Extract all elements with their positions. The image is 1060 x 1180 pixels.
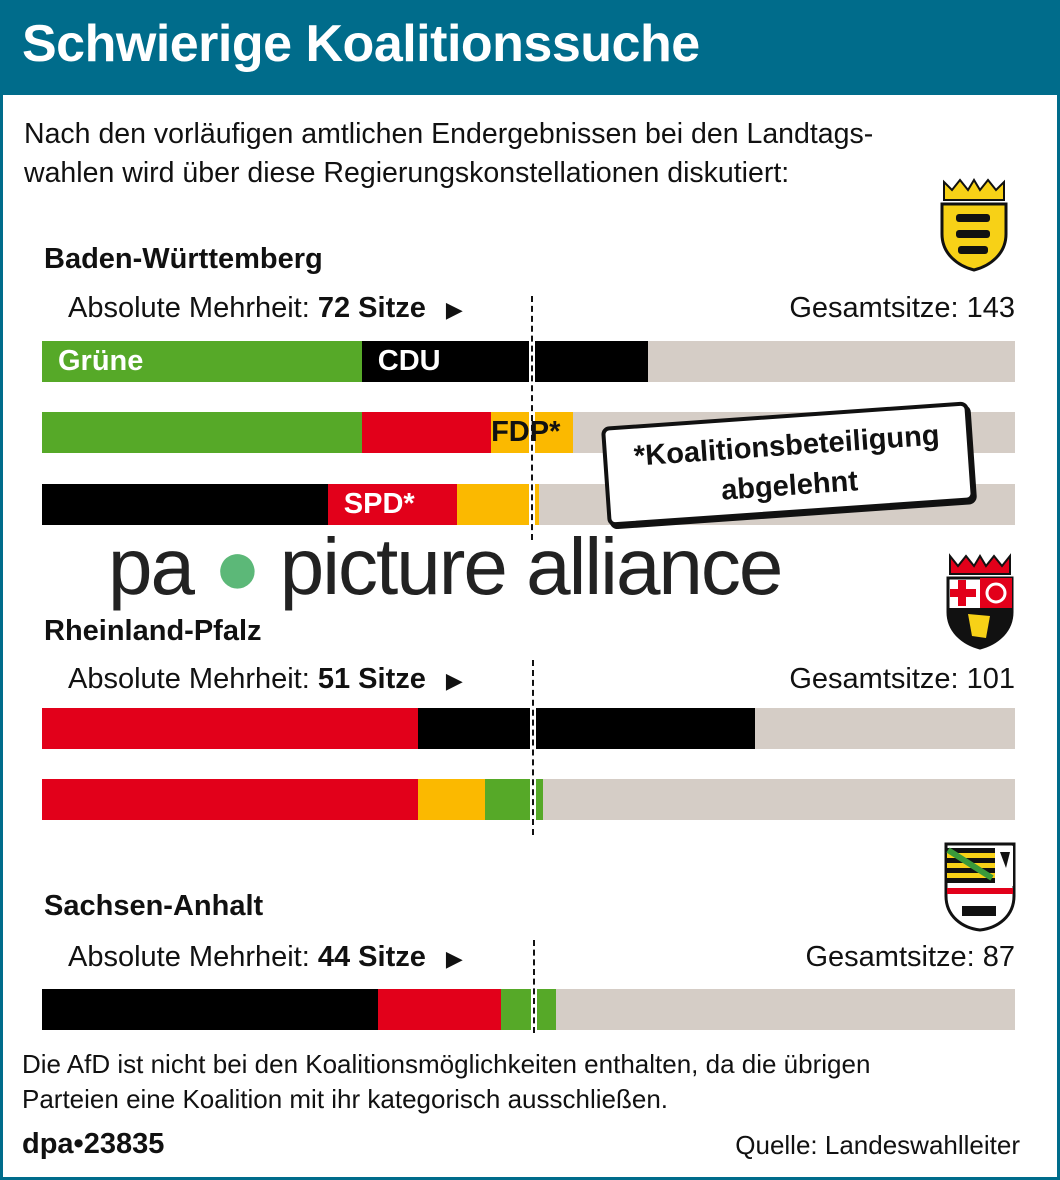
- segment-gruene: [42, 412, 362, 453]
- chart-title: Schwierige Koalitionssuche: [22, 15, 700, 73]
- segment-label-fdp: FDP*: [491, 416, 561, 448]
- segment-label-gruene: Grüne: [58, 345, 144, 377]
- majority-seats: 51 Sitze: [309, 663, 426, 695]
- source: Quelle: Landeswahlleiter: [735, 1130, 1020, 1160]
- picture-alliance-watermark: pa ● picture alliance: [108, 527, 783, 607]
- state-heading: Sachsen-Anhalt: [44, 890, 264, 922]
- segment-gruene: [500, 989, 557, 1030]
- state-heading: Rheinland-Pfalz: [44, 615, 262, 647]
- segment-cdu: [417, 708, 755, 749]
- segment-label-spd: SPD*: [343, 488, 415, 520]
- segment-fdp: [457, 484, 539, 525]
- coalition-bar: [42, 708, 1015, 749]
- coalition-bar: Grüne CDU: [42, 341, 1015, 382]
- majority-line: [533, 940, 536, 1033]
- total-seats-label: Gesamtsitze: 87: [805, 941, 1015, 973]
- rheinland-pfalz-crest-icon: [946, 553, 1014, 650]
- majority-line: [530, 296, 533, 540]
- segment-gruene: [42, 341, 362, 382]
- header-band: Schwierige Koalitionssuche: [0, 0, 1060, 95]
- majority-label: Absolute Mehrheit: 51 Sitze ▶: [68, 663, 463, 696]
- arrow-right-icon: ▶: [445, 668, 463, 693]
- sachsen-anhalt-crest-icon: [944, 842, 1016, 932]
- majority-label: Absolute Mehrheit: 44 Sitze ▶: [68, 941, 463, 974]
- segment-cdu: [361, 341, 648, 382]
- watermark-left: pa: [108, 522, 195, 611]
- majority-line: [532, 660, 535, 835]
- total-seats-label: Gesamtsitze: 143: [789, 292, 1015, 324]
- watermark-dot-icon: ●: [213, 522, 261, 611]
- majority-label-text: Absolute Mehrheit:: [68, 292, 310, 324]
- majority-label: Absolute Mehrheit: 72 Sitze ▶: [68, 292, 463, 325]
- segment-spd: [377, 989, 501, 1030]
- segment-spd: [327, 484, 458, 525]
- majority-seats: 44 Sitze: [309, 941, 426, 973]
- majority-label-text: Absolute Mehrheit:: [68, 663, 310, 695]
- baden-wuerttemberg-crest-icon: [940, 178, 1008, 272]
- majority-label-text: Absolute Mehrheit:: [68, 941, 310, 973]
- state-heading: Baden-Württemberg: [44, 243, 323, 275]
- majority-seats: 72 Sitze: [309, 292, 426, 324]
- segment-cdu: [42, 484, 328, 525]
- segment-cdu: [42, 989, 378, 1030]
- subtitle-line-2: wahlen wird über diese Regierungskonstel…: [24, 157, 790, 189]
- arrow-right-icon: ▶: [445, 946, 463, 971]
- segment-label-cdu: CDU: [377, 345, 441, 377]
- footnote-line-1: Die AfD ist nicht bei den Koalitionsmögl…: [22, 1049, 871, 1079]
- segment-spd: [42, 708, 418, 749]
- arrow-right-icon: ▶: [445, 297, 463, 322]
- segment-fdp: [417, 779, 486, 820]
- subtitle-line-1: Nach den vorläufigen amtlichen Endergebn…: [24, 118, 874, 150]
- segment-spd: [42, 779, 418, 820]
- total-seats-label: Gesamtsitze: 101: [789, 663, 1015, 695]
- segment-spd: [361, 412, 492, 453]
- coalition-bar: [42, 989, 1015, 1030]
- dpa-credit: dpa•23835: [22, 1128, 165, 1160]
- footnote-line-2: Parteien eine Koalition mit ihr kategori…: [22, 1084, 669, 1114]
- coalition-bar: [42, 779, 1015, 820]
